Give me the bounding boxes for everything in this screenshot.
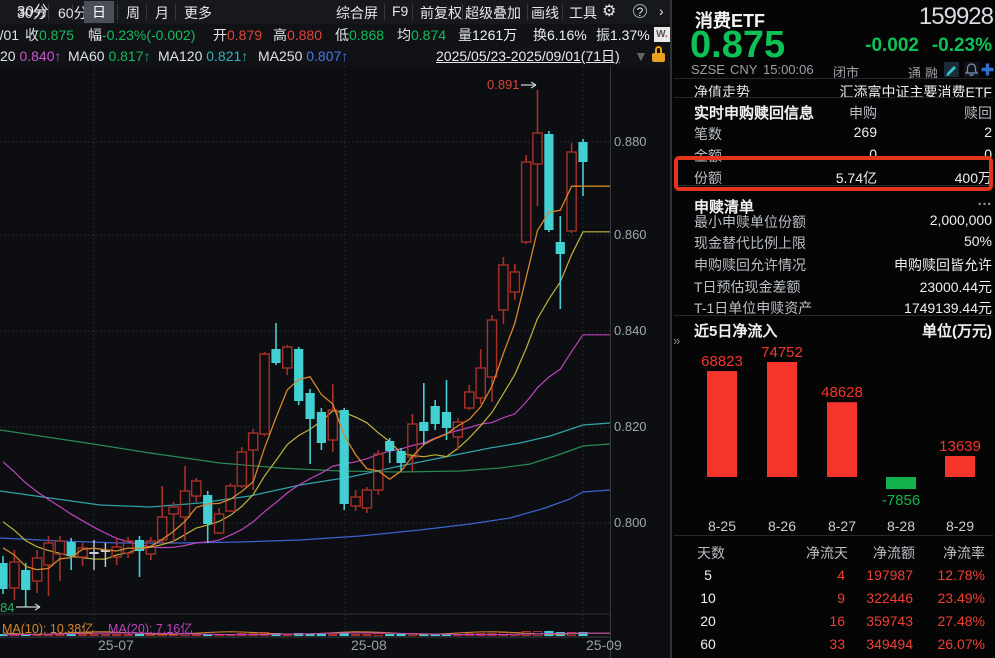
svg-text:MA(10): 10.38亿: MA(10): 10.38亿 [2, 621, 94, 636]
svg-text:25-08: 25-08 [351, 637, 387, 653]
svg-text:74752: 74752 [761, 344, 803, 361]
svg-text:48628: 48628 [821, 384, 863, 401]
svg-text:0.800: 0.800 [614, 515, 647, 530]
svg-text:0.891: 0.891 [487, 77, 520, 92]
svg-text:0.840: 0.840 [614, 323, 647, 338]
svg-text:0.860: 0.860 [614, 227, 647, 242]
svg-text:-7856: -7856 [882, 492, 920, 509]
svg-text:0.880: 0.880 [614, 134, 647, 149]
svg-text:25-07: 25-07 [98, 637, 134, 653]
svg-text:25-09: 25-09 [586, 637, 622, 653]
svg-text:MA(20): 7.16亿: MA(20): 7.16亿 [108, 621, 193, 636]
svg-text:13639: 13639 [939, 438, 981, 455]
svg-text:68823: 68823 [701, 353, 743, 370]
svg-text:0.820: 0.820 [614, 419, 647, 434]
svg-text:0.784: 0.784 [0, 600, 15, 615]
